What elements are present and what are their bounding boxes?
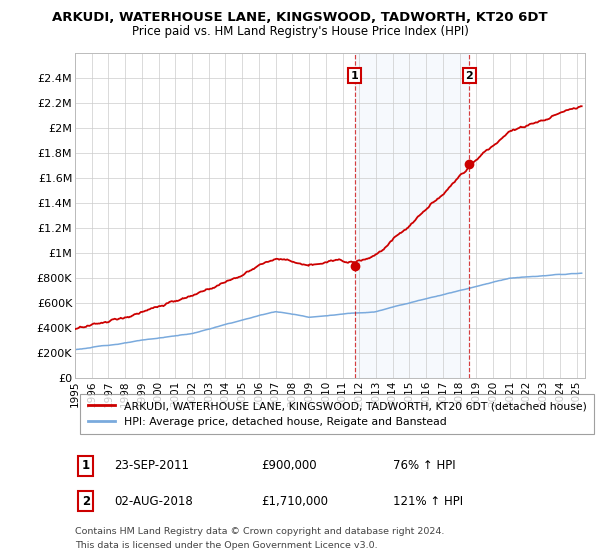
Text: £900,000: £900,000 (261, 459, 317, 473)
Text: Contains HM Land Registry data © Crown copyright and database right 2024.: Contains HM Land Registry data © Crown c… (75, 528, 445, 536)
Legend: ARKUDI, WATERHOUSE LANE, KINGSWOOD, TADWORTH, KT20 6DT (detached house), HPI: Av: ARKUDI, WATERHOUSE LANE, KINGSWOOD, TADW… (80, 394, 594, 434)
Text: 1: 1 (351, 71, 359, 81)
Text: 2: 2 (466, 71, 473, 81)
Text: 2: 2 (82, 494, 90, 508)
Text: 1: 1 (82, 459, 90, 473)
Text: 23-SEP-2011: 23-SEP-2011 (114, 459, 189, 473)
Text: This data is licensed under the Open Government Licence v3.0.: This data is licensed under the Open Gov… (75, 542, 377, 550)
Text: 76% ↑ HPI: 76% ↑ HPI (393, 459, 455, 473)
Text: 121% ↑ HPI: 121% ↑ HPI (393, 494, 463, 508)
Text: 02-AUG-2018: 02-AUG-2018 (114, 494, 193, 508)
Text: £1,710,000: £1,710,000 (261, 494, 328, 508)
Text: Price paid vs. HM Land Registry's House Price Index (HPI): Price paid vs. HM Land Registry's House … (131, 25, 469, 38)
Bar (355, 53, 469, 378)
Text: ARKUDI, WATERHOUSE LANE, KINGSWOOD, TADWORTH, KT20 6DT: ARKUDI, WATERHOUSE LANE, KINGSWOOD, TADW… (52, 11, 548, 24)
